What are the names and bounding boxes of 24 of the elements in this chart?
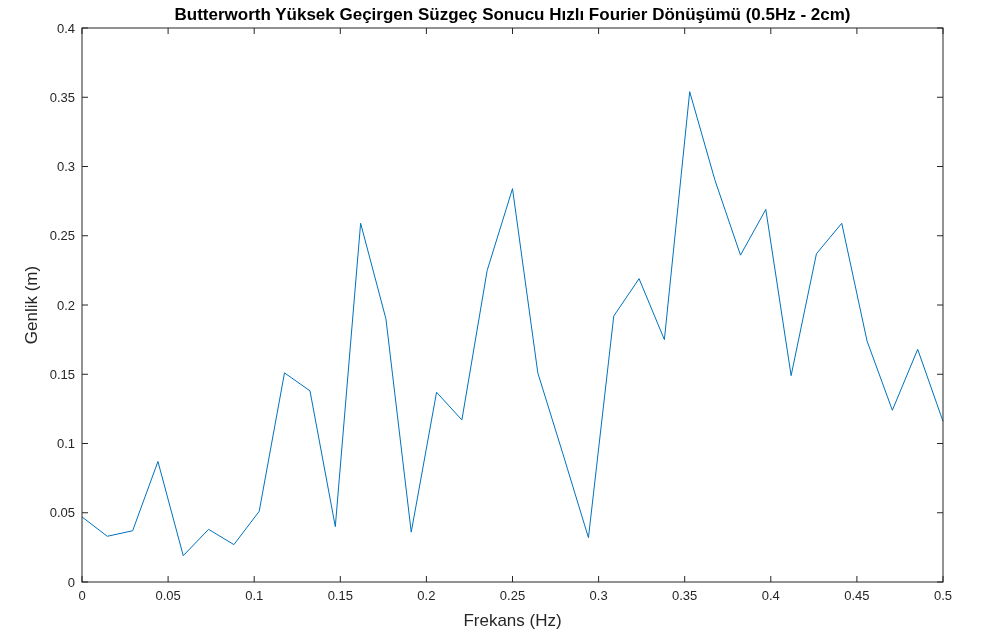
y-tick-label: 0.1 bbox=[56, 436, 75, 451]
chart-title: Butterworth Yüksek Geçirgen Süzgeç Sonucu Hızlı Fourier Dönüşümü (0.5Hz - 2cm) bbox=[174, 5, 851, 24]
x-tick-label: 0.5 bbox=[933, 588, 953, 603]
x-tick-label: 0.05 bbox=[155, 588, 181, 603]
y-tick-label: 0.3 bbox=[56, 159, 75, 174]
line-series bbox=[81, 91, 944, 557]
x-tick-label: 0.45 bbox=[844, 588, 870, 603]
y-tick-label: 0.35 bbox=[49, 89, 75, 105]
x-tick-label: 0.35 bbox=[672, 588, 698, 603]
x-tick-label: 0.3 bbox=[589, 588, 608, 603]
x-tick-label: 0.25 bbox=[499, 588, 526, 603]
x-tick-label: 0.4 bbox=[761, 588, 780, 603]
x-tick-label: 0.1 bbox=[245, 588, 264, 603]
x-tick-label: 0.2 bbox=[417, 588, 436, 603]
y-tick-label: 0.25 bbox=[49, 228, 75, 244]
y-tick-label: 0.2 bbox=[56, 297, 75, 313]
x-axis-title: Frekans (Hz) bbox=[463, 611, 562, 630]
y-tick-label: 0 bbox=[67, 574, 75, 590]
y-tick-label: 0.4 bbox=[56, 20, 75, 36]
y-axis-title: Genlik (m) bbox=[22, 265, 41, 345]
x-tick-label: 0 bbox=[78, 588, 86, 603]
y-tick-label: 0.15 bbox=[49, 366, 75, 382]
x-tick-label: 0.15 bbox=[327, 588, 353, 603]
y-tick-label: 0.05 bbox=[49, 505, 75, 521]
